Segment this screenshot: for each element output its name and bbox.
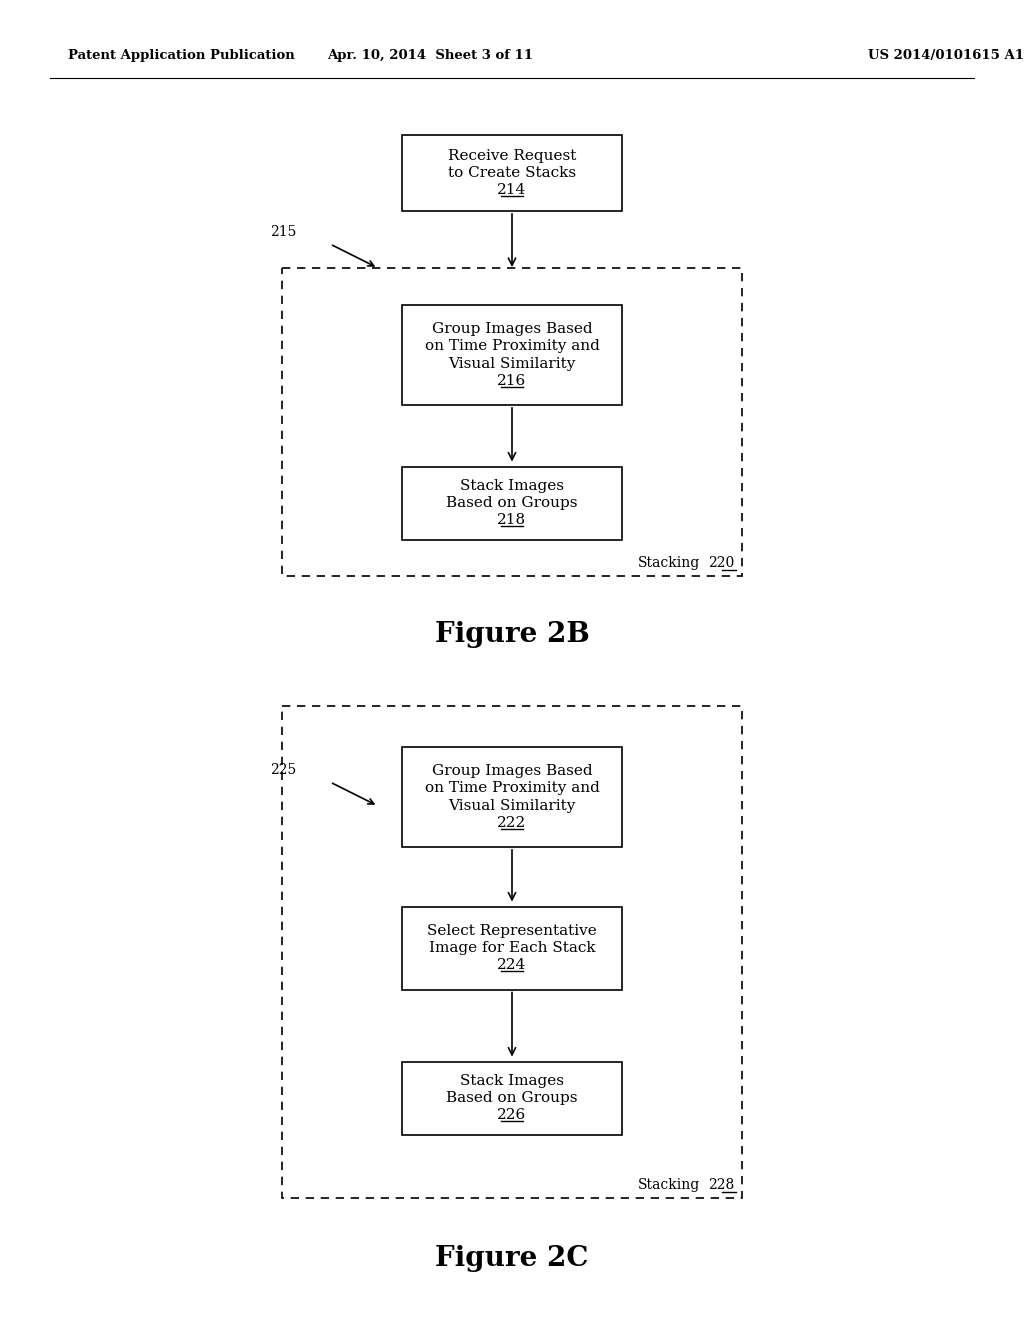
- Text: 228: 228: [708, 1177, 734, 1192]
- Text: Apr. 10, 2014  Sheet 3 of 11: Apr. 10, 2014 Sheet 3 of 11: [327, 49, 534, 62]
- Text: Patent Application Publication: Patent Application Publication: [68, 49, 295, 62]
- Text: on Time Proximity and: on Time Proximity and: [425, 339, 599, 354]
- Bar: [402, 135, 622, 211]
- Text: Stack Images: Stack Images: [460, 1074, 564, 1088]
- Text: Stack Images: Stack Images: [460, 479, 564, 492]
- Bar: [402, 747, 622, 847]
- Text: Visual Similarity: Visual Similarity: [449, 799, 575, 813]
- Text: Figure 2B: Figure 2B: [434, 622, 590, 648]
- Text: 226: 226: [498, 1107, 526, 1122]
- Text: 218: 218: [498, 513, 526, 527]
- Text: to Create Stacks: to Create Stacks: [447, 166, 577, 180]
- Text: on Time Proximity and: on Time Proximity and: [425, 781, 599, 796]
- Text: Based on Groups: Based on Groups: [446, 496, 578, 510]
- Text: 222: 222: [498, 816, 526, 829]
- Bar: [402, 907, 622, 990]
- Text: Group Images Based: Group Images Based: [432, 322, 592, 337]
- Bar: [402, 305, 622, 405]
- Bar: [282, 268, 742, 576]
- Text: Based on Groups: Based on Groups: [446, 1092, 578, 1105]
- Text: Select Representative: Select Representative: [427, 924, 597, 939]
- Bar: [402, 466, 622, 540]
- Text: Stacking: Stacking: [638, 556, 700, 570]
- Text: Group Images Based: Group Images Based: [432, 764, 592, 779]
- Text: 224: 224: [498, 958, 526, 972]
- Text: 215: 215: [269, 224, 296, 239]
- Text: Visual Similarity: Visual Similarity: [449, 356, 575, 371]
- Bar: [402, 1061, 622, 1134]
- Bar: [282, 706, 742, 1199]
- Text: 214: 214: [498, 183, 526, 197]
- Text: Figure 2C: Figure 2C: [435, 1245, 589, 1271]
- Text: US 2014/0101615 A1: US 2014/0101615 A1: [868, 49, 1024, 62]
- Text: Receive Request: Receive Request: [447, 149, 577, 162]
- Text: Stacking: Stacking: [638, 1177, 700, 1192]
- Text: Image for Each Stack: Image for Each Stack: [429, 941, 595, 954]
- Text: 225: 225: [269, 763, 296, 777]
- Text: 220: 220: [708, 556, 734, 570]
- Text: 216: 216: [498, 374, 526, 388]
